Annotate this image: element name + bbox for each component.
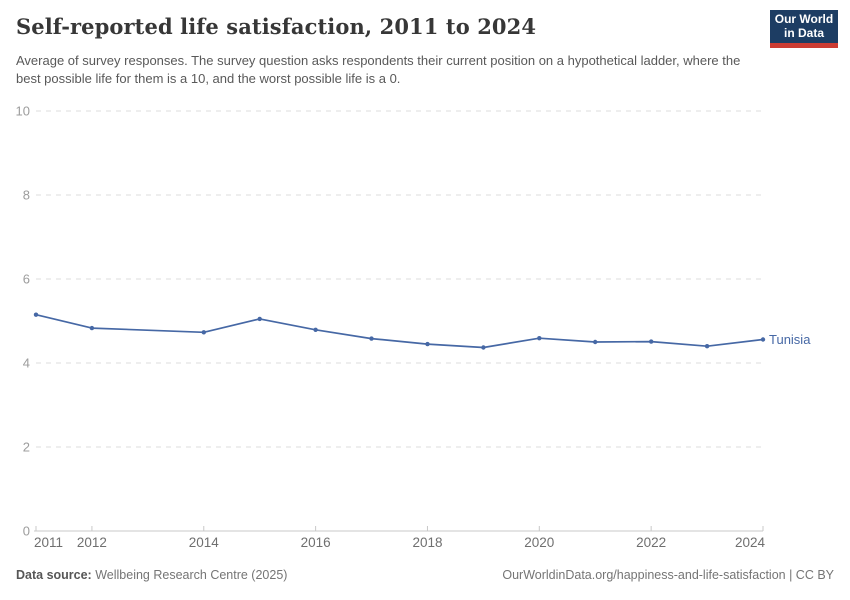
y-axis-label: 8: [23, 188, 30, 203]
data-point[interactable]: [257, 316, 262, 322]
chart-footer: Data source: Wellbeing Research Centre (…: [16, 568, 834, 582]
data-point[interactable]: [481, 345, 486, 350]
data-point[interactable]: [760, 337, 766, 342]
data-point[interactable]: [369, 336, 374, 341]
y-axis-label: 4: [23, 356, 30, 371]
owid-logo-line2: in Data: [783, 25, 824, 40]
data-point[interactable]: [425, 341, 430, 347]
data-point[interactable]: [201, 330, 206, 335]
data-point[interactable]: [89, 325, 95, 331]
y-axis-label: 6: [23, 272, 30, 287]
footer-credit-link[interactable]: OurWorldinData.org/happiness-and-life-sa…: [502, 568, 834, 582]
datasource-value: Wellbeing Research Centre (2025): [91, 568, 288, 582]
footer-datasource: Data source: Wellbeing Research Centre (…: [16, 568, 287, 582]
x-axis-label: 2011: [34, 535, 63, 550]
page-subtitle: Average of survey responses. The survey …: [16, 53, 741, 86]
y-axis-label: 10: [16, 104, 30, 119]
data-point[interactable]: [537, 336, 542, 341]
x-axis-label: 2016: [301, 535, 331, 550]
data-point[interactable]: [33, 312, 39, 317]
x-axis-label: 2012: [77, 535, 107, 550]
x-axis-label: 2024: [735, 535, 766, 550]
y-axis-label: 0: [23, 524, 30, 539]
data-point[interactable]: [704, 344, 710, 349]
x-axis-label: 2018: [412, 535, 442, 550]
datasource-label: Data source:: [16, 568, 92, 582]
x-axis-label: 2014: [189, 535, 220, 550]
data-point[interactable]: [593, 339, 598, 345]
owid-logo[interactable]: Our World in Data: [770, 10, 838, 48]
page-title: Self-reported life satisfaction, 2011 to…: [16, 14, 537, 39]
entity-label-tunisia: Tunisia: [769, 332, 811, 347]
y-axis-label: 2: [23, 440, 30, 455]
x-axis-label: 2020: [524, 535, 554, 550]
data-point[interactable]: [313, 327, 318, 332]
series-line[interactable]: [35, 313, 764, 349]
data-point[interactable]: [649, 339, 654, 344]
x-axis-label: 2022: [636, 535, 666, 550]
owid-logo-line1: Our World: [774, 12, 834, 27]
